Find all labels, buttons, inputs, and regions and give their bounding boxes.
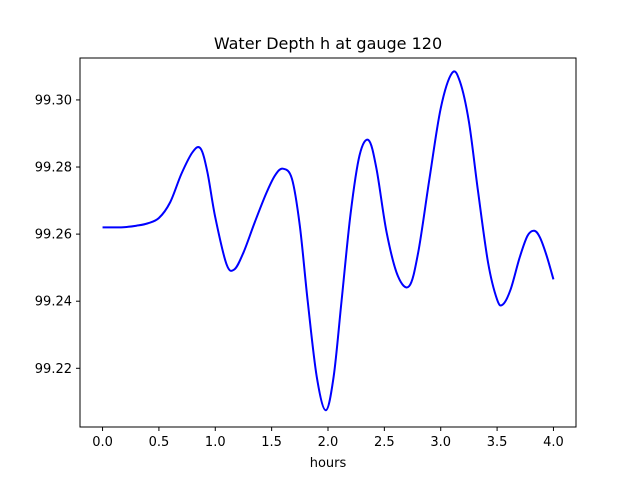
- y-tick-label: 99.26: [35, 228, 72, 243]
- x-tick-label: 2.0: [318, 435, 339, 450]
- y-tick-label: 99.24: [35, 295, 72, 310]
- x-tick-label: 1.5: [261, 435, 282, 450]
- plot-area: [79, 57, 577, 428]
- y-tick-label: 99.30: [35, 93, 72, 108]
- y-tick-label: 99.28: [35, 161, 72, 176]
- x-tick-label: 0.0: [92, 435, 113, 450]
- x-tick-label: 1.0: [205, 435, 226, 450]
- x-tick-label: 3.0: [430, 435, 451, 450]
- x-tick-label: 2.5: [374, 435, 395, 450]
- plot-background: [80, 58, 576, 427]
- x-axis-label: hours: [310, 456, 347, 471]
- y-tick-label: 99.22: [35, 362, 72, 377]
- x-tick-label: 3.5: [487, 435, 508, 450]
- chart-title: Water Depth h at gauge 120: [214, 34, 442, 53]
- x-axis: 0.0 0.5 1.0 1.5 2.0 2.5 3.0 3.5 4.0: [92, 427, 564, 450]
- x-tick-label: 0.5: [149, 435, 170, 450]
- x-tick-label: 4.0: [543, 435, 564, 450]
- series-line: [102, 70, 555, 412]
- y-axis: 99.22 99.24 99.26 99.28 99.30: [35, 93, 80, 377]
